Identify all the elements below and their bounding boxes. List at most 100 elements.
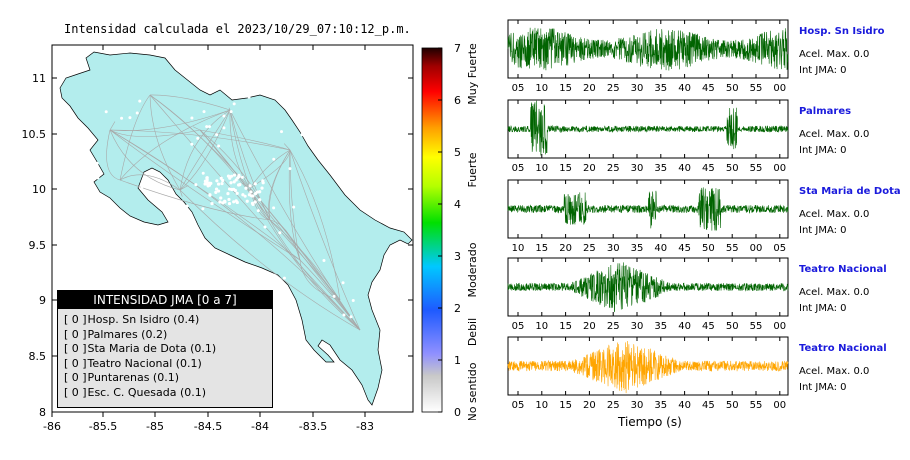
legend-item: [ 0 ] Palmares (0.2) [58,328,272,343]
time-tick-label: 30 [631,321,644,332]
time-tick-label: 50 [726,83,739,94]
trace-waveform [507,27,789,71]
lat-tick-label: 11 [32,72,46,85]
station-max-accel: Acel. Max. 0.0 [799,287,870,298]
legend-item-code: [ 0 ] [64,371,87,384]
trace-waveform [507,340,789,394]
time-tick-label: 40 [654,243,667,254]
scale-tick-label: 6 [454,94,461,107]
legend-item: [ 0 ] Hosp. Sn Isidro (0.4) [58,313,272,328]
time-tick-label: 55 [750,321,763,332]
time-tick-label: 35 [654,163,667,174]
time-tick-label: 00 [773,83,786,94]
legend-item-label: Hosp. Sn Isidro (0.4) [87,313,200,326]
time-tick-label: 35 [631,243,644,254]
legend-item-label: Puntarenas (0.1) [87,371,180,384]
legend-item-code: [ 0 ] [64,313,87,326]
scale-category-label: Moderado [466,242,479,297]
lon-tick-label: -83 [356,420,374,433]
station-max-accel: Acel. Max. 0.0 [799,129,870,140]
lon-tick-label: -85 [146,420,164,433]
time-tick-label: 15 [559,163,572,174]
time-tick-label: 20 [583,321,596,332]
time-tick-label: 20 [583,400,596,411]
time-tick-label: 10 [535,400,548,411]
time-tick-label: 05 [512,83,525,94]
time-tick-label: 25 [607,163,620,174]
lat-tick-label: 10 [32,183,46,196]
time-tick-label: 20 [583,163,596,174]
time-tick-label: 00 [773,400,786,411]
station-name: Teatro Nacional [799,343,887,354]
legend-item-label: Esc. C. Quesada (0.1) [87,385,207,399]
time-tick-label: 15 [559,83,572,94]
station-max-accel: Acel. Max. 0.0 [799,49,870,60]
time-tick-label: 10 [535,163,548,174]
scale-tick-label: 4 [454,198,461,211]
time-tick-label: 50 [726,321,739,332]
legend-item: [ 0 ] Teatro Nacional (0.1) [58,357,272,372]
time-tick-label: 55 [750,83,763,94]
time-tick-label: 55 [750,400,763,411]
time-tick-label: 35 [654,83,667,94]
seismogram-trace: 05 10 15 20 25 30 35 40 45 50 55 00 [507,257,789,332]
station-name: Palmares [799,106,852,117]
legend-item: [ 0 ] Sta Maria de Dota (0.1) [58,342,272,357]
time-tick-label: 45 [702,400,715,411]
time-tick-label: 10 [535,321,548,332]
legend-item: [ 0 ] Puntarenas (0.1) [58,371,272,386]
trace-waveform [507,262,789,313]
time-tick-label: 30 [631,400,644,411]
station-name: Teatro Nacional [799,264,887,275]
time-tick-label: 05 [512,163,525,174]
time-tick-label: 25 [607,321,620,332]
scale-tick-label: 1 [454,354,461,367]
trace-waveform [507,187,789,232]
time-tick-label: 40 [678,321,691,332]
time-tick-label: 50 [726,400,739,411]
time-tick-label: 15 [559,400,572,411]
map-title: Intensidad calculada el 2023/10/29_07:10… [64,22,411,36]
lon-tick-label: -85.5 [89,420,117,433]
station-jma-intensity: Int JMA: 0 [799,65,847,76]
color-bar [421,47,443,413]
legend-item-label: Teatro Nacional (0.1) [87,356,202,370]
lat-tick-label: 8 [39,406,46,419]
time-tick-label: 00 [773,321,786,332]
legend-item-code: [ 0 ] [64,385,87,399]
time-tick-label: 00 [750,243,763,254]
seismogram-trace: 05 10 15 20 25 30 35 40 45 50 55 00 [507,99,789,174]
scale-category-label: Debil [466,318,479,346]
time-tick-label: 35 [654,400,667,411]
lat-tick-label: 8.5 [29,350,47,363]
time-tick-label: 15 [559,321,572,332]
station-max-accel: Acel. Max. 0.0 [799,366,870,377]
time-tick-label: 35 [654,321,667,332]
time-axis-label: Tiempo (s) [618,415,682,429]
legend-item-code: [ 0 ] [64,327,87,341]
time-tick-label: 30 [607,243,620,254]
time-tick-label: 15 [535,243,548,254]
seismogram-trace: 10 15 20 25 30 35 40 45 50 55 00 05 [507,179,789,254]
time-tick-label: 20 [583,83,596,94]
time-tick-label: 40 [678,400,691,411]
scale-tick-label: 5 [454,146,461,159]
scale-category-label: Muy Fuerte [466,43,479,105]
time-tick-label: 25 [607,400,620,411]
legend-item-code: [ 0 ] [64,356,87,370]
scale-category-label: Fuerte [466,152,479,187]
scale-category-label: No sentido [466,362,479,420]
time-tick-label: 45 [702,163,715,174]
lon-tick-label: -86 [43,420,61,433]
time-tick-label: 05 [512,321,525,332]
lon-tick-label: -84.5 [194,420,222,433]
time-tick-label: 45 [678,243,691,254]
time-tick-label: 50 [702,243,715,254]
costa-rica-landmass [59,51,413,406]
lat-tick-label: 9 [39,294,46,307]
time-tick-label: 40 [678,163,691,174]
time-tick-label: 30 [631,163,644,174]
town-markers [95,95,355,319]
time-tick-label: 45 [702,83,715,94]
station-jma-intensity: Int JMA: 0 [799,145,847,156]
